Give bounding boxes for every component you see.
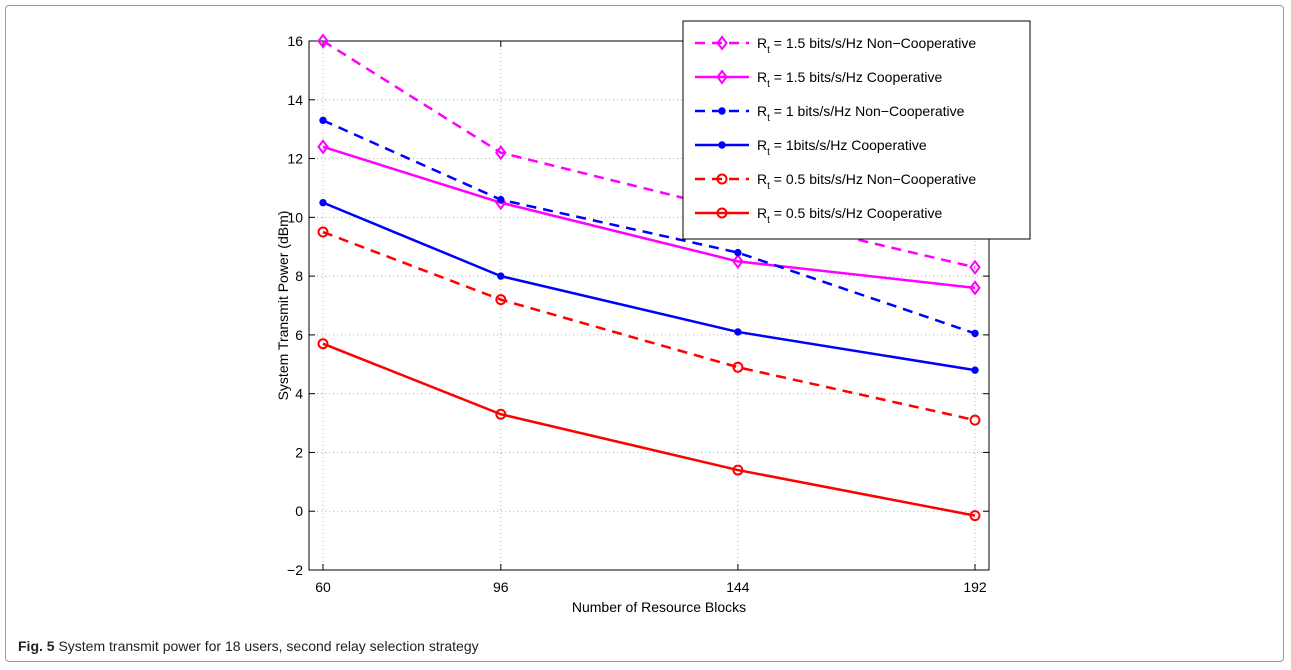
data-point bbox=[732, 361, 744, 373]
x-tick-label: 192 bbox=[963, 579, 987, 595]
data-point bbox=[971, 329, 979, 338]
legend-entry: Rt = 1bits/s/Hz Cooperative bbox=[757, 137, 927, 158]
series-line-4 bbox=[322, 201, 976, 372]
x-axis-label: Number of Resource Blocks bbox=[572, 599, 746, 615]
legend-marker bbox=[716, 173, 728, 185]
series-line-6 bbox=[322, 342, 976, 517]
data-point bbox=[969, 280, 981, 296]
series-line-3 bbox=[322, 119, 976, 335]
legend-entry: Rt = 0.5 bits/s/Hz Cooperative bbox=[757, 205, 942, 226]
legend-marker bbox=[716, 35, 728, 51]
series-line-5 bbox=[322, 230, 976, 422]
data-point bbox=[734, 248, 742, 257]
data-point bbox=[317, 226, 329, 238]
caption-label: Fig. 5 bbox=[18, 638, 55, 654]
y-tick-label: 14 bbox=[287, 92, 303, 108]
figure-caption: Fig. 5 System transmit power for 18 user… bbox=[18, 638, 479, 654]
legend-marker bbox=[718, 107, 726, 115]
series-line-1 bbox=[322, 39, 976, 269]
data-point bbox=[319, 198, 327, 207]
y-tick-label: 12 bbox=[287, 151, 303, 167]
legend-box bbox=[682, 20, 1031, 240]
legend-entry: Rt = 0.5 bits/s/Hz Non−Cooperative bbox=[757, 171, 976, 192]
data-point bbox=[969, 510, 981, 522]
caption-text: System transmit power for 18 users, seco… bbox=[58, 638, 479, 654]
data-point bbox=[317, 338, 329, 350]
data-point bbox=[497, 272, 505, 280]
y-tick-label: 2 bbox=[295, 444, 303, 460]
y-tick-label: 16 bbox=[287, 33, 303, 49]
legend-entry: Rt = 1 bits/s/Hz Non−Cooperative bbox=[757, 103, 965, 124]
data-point bbox=[969, 259, 981, 275]
y-tick-label: 8 bbox=[295, 268, 303, 284]
axes-box bbox=[308, 40, 990, 571]
y-tick-label: −2 bbox=[287, 562, 303, 578]
legend-entry: Rt = 1.5 bits/s/Hz Cooperative bbox=[757, 69, 942, 90]
data-point bbox=[497, 196, 505, 204]
series-line-2 bbox=[322, 145, 976, 290]
data-point bbox=[317, 139, 329, 155]
y-tick-label: 0 bbox=[295, 503, 303, 519]
legend-marker bbox=[718, 141, 726, 149]
y-tick-label: 10 bbox=[287, 209, 303, 225]
data-point bbox=[495, 408, 507, 420]
data-point bbox=[969, 414, 981, 426]
legend-marker bbox=[716, 69, 728, 85]
data-point bbox=[732, 253, 744, 270]
data-point bbox=[971, 366, 979, 374]
x-tick-label: 60 bbox=[315, 579, 331, 595]
x-tick-label: 144 bbox=[726, 579, 750, 595]
data-point bbox=[317, 33, 329, 49]
legend-marker bbox=[716, 207, 728, 219]
y-tick-label: 4 bbox=[295, 386, 303, 402]
data-point bbox=[495, 145, 507, 161]
x-tick-label: 96 bbox=[493, 579, 509, 595]
y-tick-label: 6 bbox=[295, 327, 303, 343]
data-point bbox=[732, 464, 744, 476]
data-point bbox=[319, 116, 327, 125]
y-axis-label: System Transmit Power (dBm) bbox=[275, 211, 291, 401]
data-point bbox=[495, 294, 507, 306]
data-point bbox=[734, 328, 742, 336]
legend-entry: Rt = 1.5 bits/s/Hz Non−Cooperative bbox=[757, 35, 976, 56]
